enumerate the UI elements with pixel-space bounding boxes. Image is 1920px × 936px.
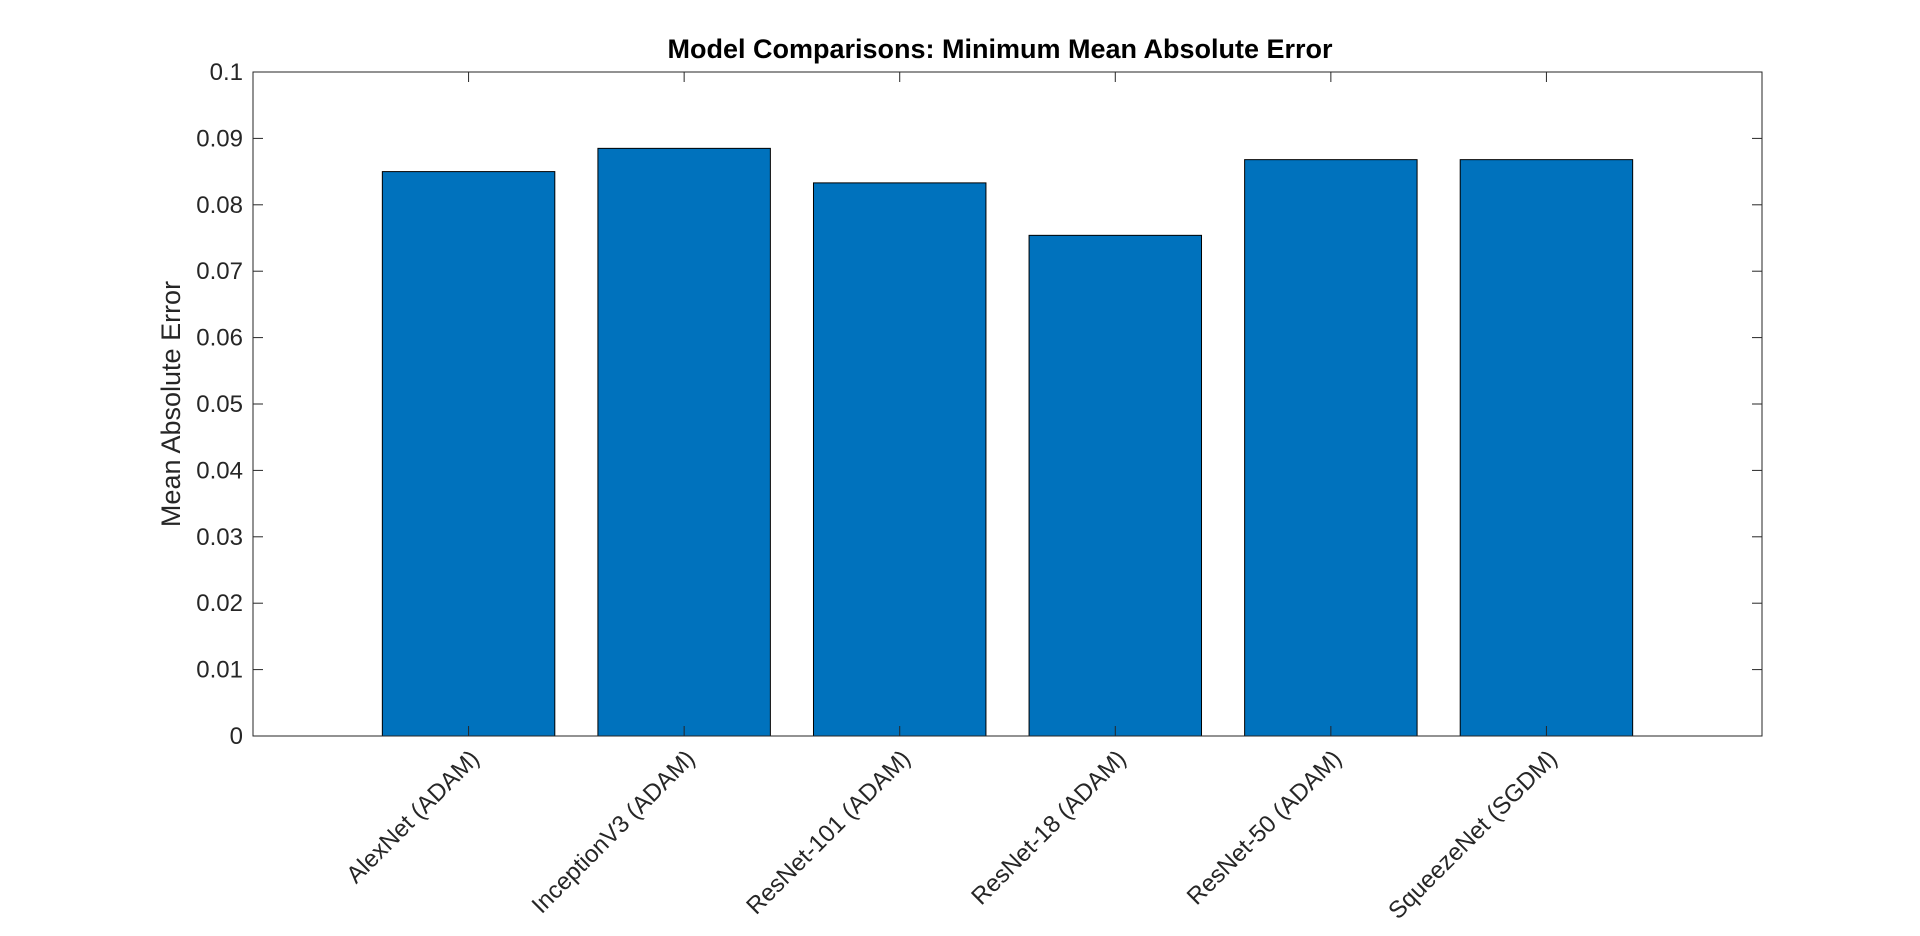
- bar-resnet-50-adam: [1244, 159, 1418, 737]
- y-tick-label: 0.05: [196, 391, 243, 418]
- x-tick-label: ResNet-18 (ADAM): [966, 745, 1131, 910]
- bar-alexnet-adam: [381, 171, 556, 737]
- x-tick-label: ResNet-101 (ADAM): [741, 745, 916, 920]
- x-tick-label: SqueezeNet (SGDM): [1383, 745, 1562, 924]
- bars-layer: [381, 147, 1634, 737]
- y-tick-label: 0.02: [196, 590, 243, 617]
- y-tick-label: 0.06: [196, 325, 243, 352]
- bar-resnet-18-adam: [1028, 234, 1203, 737]
- y-tick-label: 0.07: [196, 258, 243, 285]
- y-tick-label: 0.09: [196, 125, 243, 152]
- bar-resnet-101-adam: [812, 182, 987, 737]
- y-tick-label: 0.1: [210, 59, 243, 86]
- x-tick-label: ResNet-50 (ADAM): [1182, 745, 1347, 910]
- bar-squeezenet-sgdm: [1459, 159, 1634, 737]
- y-axis-label: Mean Absolute Error: [156, 281, 186, 527]
- y-tick-label: 0.03: [196, 524, 243, 551]
- y-tick-label: 0.04: [196, 457, 243, 484]
- x-tick-label: AlexNet (ADAM): [341, 745, 485, 889]
- y-tick-label: 0: [230, 723, 243, 750]
- chart-title: Model Comparisons: Minimum Mean Absolute…: [667, 34, 1333, 64]
- bar-inceptionv3-adam: [597, 147, 771, 737]
- x-tick-label: InceptionV3 (ADAM): [527, 745, 701, 919]
- y-tick-label: 0.01: [196, 657, 243, 684]
- y-tick-label: 0.08: [196, 192, 243, 219]
